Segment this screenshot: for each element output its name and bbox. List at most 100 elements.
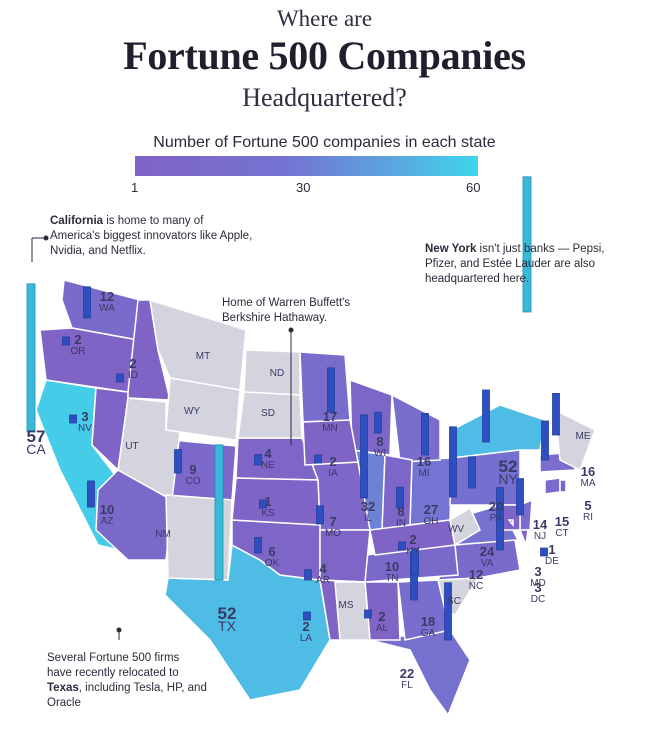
texas-annotation-bold: Texas bbox=[47, 682, 79, 694]
bar-nv bbox=[69, 414, 77, 424]
state-label-ny: 52 NY bbox=[494, 457, 522, 486]
state-abbr-al: AL bbox=[375, 623, 389, 634]
state-abbr-oh: OH bbox=[423, 516, 439, 527]
state-label-mt: MT bbox=[189, 351, 217, 363]
state-abbr-tn: TN bbox=[385, 573, 399, 584]
state-count-ny: 52 bbox=[498, 457, 518, 476]
state-label-nc: 12 NC bbox=[462, 568, 490, 593]
bar-in bbox=[396, 486, 404, 509]
bar-fl bbox=[444, 582, 452, 641]
state-shape-ia bbox=[302, 419, 359, 466]
state-label-wi: 8 WI bbox=[366, 435, 394, 460]
state-label-ca: 57 CA bbox=[22, 427, 50, 456]
state-abbr-wa: WA bbox=[99, 303, 115, 314]
california-leader-dot bbox=[43, 235, 49, 241]
state-count-ia: 2 bbox=[329, 454, 337, 469]
bar-ky bbox=[398, 541, 406, 551]
bar-wa bbox=[83, 286, 91, 319]
state-abbr-ne: NE bbox=[261, 460, 275, 471]
bar-va bbox=[496, 487, 504, 551]
state-label-nj: 14 NJ bbox=[526, 517, 554, 543]
state-count-ca: 57 bbox=[26, 427, 46, 446]
state-count-az: 10 bbox=[99, 502, 115, 517]
texas-annotation: Several Fortune 500 firms have recently … bbox=[47, 651, 207, 711]
state-count-oh: 27 bbox=[423, 502, 439, 517]
state-abbr-de: DE bbox=[545, 556, 559, 567]
state-abbr-nv: NV bbox=[78, 423, 92, 434]
state-abbr-ar: AR bbox=[316, 575, 330, 586]
title-line-1: Where are bbox=[276, 6, 373, 31]
state-label-ok: 6 OK bbox=[258, 544, 286, 570]
state-abbr-ct: CT bbox=[555, 528, 569, 539]
state-count-ks: 1 bbox=[264, 494, 272, 509]
legend-title: Number of Fortune 500 companies in each … bbox=[153, 134, 496, 151]
state-shape-ut bbox=[117, 397, 181, 502]
state-shape-ct bbox=[544, 477, 561, 495]
state-shape-me bbox=[554, 408, 596, 472]
state-count-mn: 17 bbox=[322, 409, 338, 424]
bar-ok bbox=[254, 537, 262, 554]
state-label-md: 3 MD bbox=[524, 565, 552, 590]
bar-co bbox=[174, 449, 182, 474]
state-abbr-nj: NJ bbox=[533, 531, 547, 542]
state-count-fl: 22 bbox=[399, 666, 415, 681]
state-count-il: 32 bbox=[360, 499, 376, 514]
state-count-tx: 52 bbox=[217, 604, 237, 623]
state-count-mi: 16 bbox=[416, 454, 432, 469]
state-abbr-ia: IA bbox=[328, 468, 338, 479]
state-abbr-la: LA bbox=[299, 633, 313, 644]
bar-de bbox=[540, 547, 548, 557]
state-abbr-ma: MA bbox=[580, 478, 596, 489]
state-count-ky: 2 bbox=[409, 532, 417, 547]
state-count-nj: 14 bbox=[532, 517, 548, 532]
state-count-in: 8 bbox=[397, 504, 405, 519]
state-shape-ri bbox=[559, 479, 567, 493]
bar-or bbox=[62, 336, 70, 346]
bar-nj bbox=[516, 478, 524, 516]
state-abbr-md: MD bbox=[530, 578, 546, 589]
state-abbr-ga: GA bbox=[420, 628, 436, 639]
bar-wi bbox=[374, 411, 382, 434]
state-abbr-sc: SC bbox=[447, 596, 461, 607]
state-shape-sd bbox=[237, 391, 303, 439]
bar-ks bbox=[259, 499, 267, 509]
state-label-wa: 12 WA bbox=[93, 290, 121, 315]
state-abbr-ut: UT bbox=[125, 441, 139, 452]
state-label-ia: 2 IA bbox=[319, 454, 347, 480]
bar-tx bbox=[214, 444, 224, 581]
state-label-wy: WY bbox=[178, 406, 206, 418]
bar-al bbox=[364, 609, 372, 619]
state-label-wv: WV bbox=[442, 524, 470, 536]
bar-ma bbox=[552, 392, 560, 436]
state-abbr-il: IL bbox=[363, 513, 373, 524]
legend-tick-min: 1 bbox=[131, 180, 139, 195]
state-label-tx: 52 TX bbox=[213, 604, 241, 633]
state-label-sd: SD bbox=[254, 408, 282, 420]
state-count-pa: 20 bbox=[488, 499, 504, 514]
bar-mi bbox=[421, 412, 429, 456]
state-abbr-ri: RI bbox=[583, 512, 593, 523]
state-label-co: 9 CO bbox=[179, 463, 207, 488]
nebraska-annotation: Home of Warren Buffett's Berkshire Hatha… bbox=[222, 297, 351, 324]
state-abbr-va: VA bbox=[480, 558, 494, 569]
state-label-me: ME bbox=[569, 431, 597, 443]
state-label-ne: 4 NE bbox=[254, 447, 282, 472]
state-label-ar: 4 AR bbox=[309, 561, 337, 587]
state-label-id: 2 ID bbox=[119, 357, 147, 382]
state-label-de: 1 DE bbox=[538, 543, 566, 568]
state-count-mo: 7 bbox=[329, 514, 337, 529]
state-label-al: 2 AL bbox=[368, 610, 396, 635]
bar-ar bbox=[304, 569, 312, 581]
state-label-nm: NM bbox=[149, 529, 177, 541]
state-count-ar: 4 bbox=[319, 561, 327, 576]
state-label-az: 10 AZ bbox=[93, 502, 121, 528]
state-abbr-pa: PA bbox=[489, 513, 503, 524]
state-count-ok: 6 bbox=[268, 544, 276, 559]
bar-il bbox=[360, 414, 368, 499]
state-count-tn: 10 bbox=[384, 559, 400, 574]
state-abbr-az: AZ bbox=[100, 516, 114, 527]
state-abbr-fl: FL bbox=[401, 680, 413, 691]
state-abbr-ks: KS bbox=[261, 508, 275, 519]
legend-tick-max: 60 bbox=[466, 180, 481, 195]
newyork-annotation-bold: New York bbox=[425, 243, 477, 255]
